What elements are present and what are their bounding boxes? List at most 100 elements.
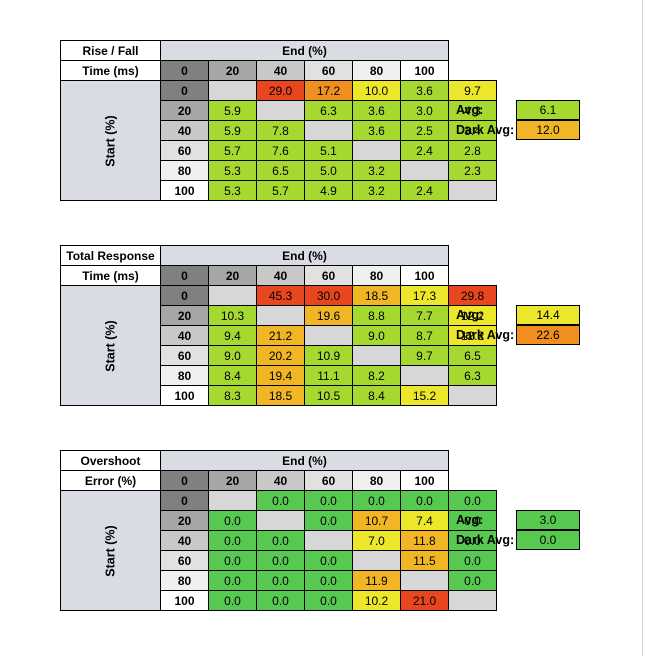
data-cell: 0.0 — [256, 570, 305, 591]
avg-value: 6.1 — [516, 100, 580, 120]
data-cell: 18.5 — [256, 385, 305, 406]
row-header: 100 — [160, 590, 209, 611]
data-cell: 17.3 — [400, 285, 449, 306]
data-cell: 7.6 — [256, 140, 305, 161]
column-header: 60 — [304, 265, 353, 286]
data-cell: 5.0 — [304, 160, 353, 181]
row-header: 60 — [160, 345, 209, 366]
row-header: 80 — [160, 570, 209, 591]
row-header: 20 — [160, 100, 209, 121]
data-cell: 0.0 — [208, 510, 257, 531]
data-cell: 8.2 — [352, 365, 401, 386]
data-cell: 10.7 — [352, 510, 401, 531]
data-cell: 17.2 — [304, 80, 353, 101]
row-header: 0 — [160, 490, 209, 511]
data-cell: 3.0 — [400, 100, 449, 121]
data-cell: 0.0 — [304, 550, 353, 571]
column-header: 20 — [208, 265, 257, 286]
column-header: 100 — [400, 265, 449, 286]
data-cell: 3.2 — [352, 180, 401, 201]
dark-avg-label: Dark Avg: — [456, 328, 515, 342]
data-cell: 8.8 — [352, 305, 401, 326]
data-cell: 8.3 — [208, 385, 257, 406]
data-cell: 11.1 — [304, 365, 353, 386]
data-cell: 0.0 — [208, 550, 257, 571]
data-cell — [256, 100, 305, 121]
data-cell: 0.0 — [256, 590, 305, 611]
data-cell — [400, 365, 449, 386]
data-cell: 5.9 — [208, 120, 257, 141]
data-cell: 0.0 — [304, 570, 353, 591]
data-cell: 5.7 — [208, 140, 257, 161]
data-cell: 45.3 — [256, 285, 305, 306]
data-cell: 5.7 — [256, 180, 305, 201]
row-header: 80 — [160, 160, 209, 181]
data-cell: 10.9 — [304, 345, 353, 366]
total-response-time-block: Total Response End (%) Time (ms) 0 20 40… — [60, 245, 620, 411]
data-cell: 7.8 — [256, 120, 305, 141]
start-axis-title: Start (%) — [60, 285, 161, 406]
data-cell: 3.4 — [448, 120, 497, 141]
column-header: 0 — [160, 265, 209, 286]
data-cell: 29.8 — [448, 285, 497, 306]
column-header: 80 — [352, 60, 401, 81]
end-axis-title: End (%) — [160, 40, 449, 61]
row-header: 40 — [160, 530, 209, 551]
data-cell: 0.0 — [256, 550, 305, 571]
column-header: 60 — [304, 60, 353, 81]
data-cell — [208, 490, 257, 511]
dark-avg-label: Dark Avg: — [456, 123, 515, 137]
data-cell: 0.0 — [304, 490, 353, 511]
data-cell: 8.7 — [400, 325, 449, 346]
column-header: 20 — [208, 470, 257, 491]
data-cell: 30.0 — [304, 285, 353, 306]
data-cell: 0.0 — [304, 510, 353, 531]
data-cell: 3.6 — [352, 100, 401, 121]
row-header: 0 — [160, 80, 209, 101]
data-cell: 21.2 — [256, 325, 305, 346]
row-header: 60 — [160, 140, 209, 161]
data-cell: 2.5 — [400, 120, 449, 141]
column-header: 60 — [304, 470, 353, 491]
data-cell: 3.6 — [400, 80, 449, 101]
data-cell: 0.0 — [304, 590, 353, 611]
data-cell: 6.3 — [304, 100, 353, 121]
table-title-line2: Time (ms) — [60, 265, 161, 286]
averages-panel: Avg: 14.4 Dark Avg: 22.6 — [456, 305, 616, 345]
column-header: 0 — [160, 470, 209, 491]
data-cell: 12.2 — [448, 305, 497, 326]
data-cell: 0.0 — [352, 490, 401, 511]
data-cell: 21.0 — [400, 590, 449, 611]
avg-label: Avg: — [456, 308, 484, 322]
rise-fall-time-table: Rise / Fall End (%) Time (ms) 0 20 40 60… — [60, 40, 497, 201]
data-cell: 0.0 — [448, 550, 497, 571]
dark-avg-label: Dark Avg: — [456, 533, 515, 547]
data-cell: 18.5 — [352, 285, 401, 306]
data-cell — [304, 120, 353, 141]
data-cell: 5.9 — [208, 100, 257, 121]
dark-avg-value: 12.0 — [516, 120, 580, 140]
data-cell: 3.2 — [352, 160, 401, 181]
data-cell: 10.3 — [208, 305, 257, 326]
data-cell: 9.7 — [448, 80, 497, 101]
data-cell — [448, 590, 497, 611]
data-cell: 5.1 — [304, 140, 353, 161]
row-header: 60 — [160, 550, 209, 571]
data-cell — [448, 385, 497, 406]
row-header: 100 — [160, 385, 209, 406]
data-cell — [400, 160, 449, 181]
data-cell: 2.4 — [400, 140, 449, 161]
data-cell: 20.2 — [256, 345, 305, 366]
data-cell: 9.0 — [208, 345, 257, 366]
table-title-line1: Overshoot — [60, 450, 161, 471]
data-cell: 7.0 — [352, 530, 401, 551]
data-cell: 9.7 — [400, 345, 449, 366]
table-title-line2: Time (ms) — [60, 60, 161, 81]
row-header: 20 — [160, 510, 209, 531]
data-cell — [352, 140, 401, 161]
data-cell: 10.5 — [304, 385, 353, 406]
data-cell: 9.4 — [208, 325, 257, 346]
column-header: 0 — [160, 60, 209, 81]
data-cell: 7.4 — [400, 510, 449, 531]
column-header: 40 — [256, 265, 305, 286]
